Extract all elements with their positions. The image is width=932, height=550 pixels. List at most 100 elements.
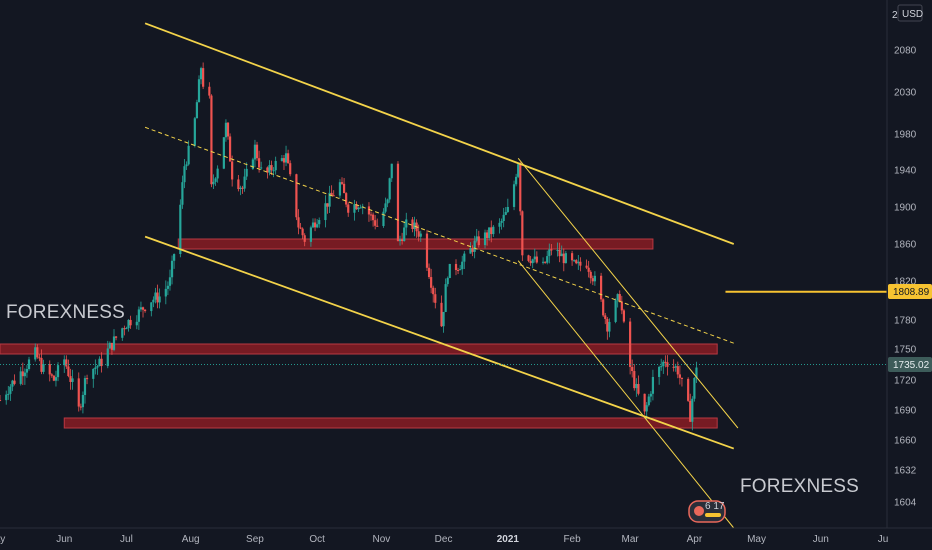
x-tick-label: Jun bbox=[56, 534, 72, 545]
candle-body bbox=[81, 394, 85, 408]
candle-body bbox=[108, 342, 111, 349]
candle-body bbox=[295, 174, 298, 218]
candle-body bbox=[123, 328, 126, 330]
candle-body bbox=[69, 376, 72, 382]
candle-body bbox=[185, 164, 188, 167]
watermark-left: FOREXNESS bbox=[6, 302, 125, 323]
candle-body bbox=[67, 366, 70, 377]
candle-body bbox=[388, 178, 391, 200]
level-tag-text: 1808.89 bbox=[893, 287, 930, 298]
candle-body bbox=[577, 261, 580, 264]
candle-body bbox=[139, 307, 143, 310]
y-tick-label: 1900 bbox=[894, 203, 917, 214]
candle-body bbox=[643, 393, 646, 412]
resistance-zone bbox=[63, 417, 718, 429]
candle-body bbox=[658, 366, 661, 377]
x-tick-label: 2021 bbox=[497, 534, 520, 545]
candle-body bbox=[324, 203, 327, 221]
candle-body bbox=[158, 296, 161, 303]
candle-body bbox=[141, 307, 145, 310]
x-tick-label: Ju bbox=[878, 534, 889, 545]
candle-body bbox=[411, 219, 414, 230]
candle-body bbox=[114, 336, 118, 338]
candle-body bbox=[309, 227, 313, 242]
candle-body bbox=[5, 394, 8, 401]
candle-body bbox=[456, 270, 460, 272]
candle-body bbox=[299, 227, 302, 229]
candle-body bbox=[633, 371, 636, 389]
y-tick-label: 1860 bbox=[894, 240, 917, 251]
candle-body bbox=[573, 260, 576, 262]
candle-body bbox=[143, 309, 147, 312]
candle-body bbox=[193, 118, 196, 146]
time-axis[interactable]: ay Jun Jul Aug Sep Oct Nov Dec 2021 Feb Mar Apr May J… bbox=[0, 527, 932, 550]
candle-body bbox=[369, 214, 373, 216]
candle-body bbox=[691, 398, 694, 422]
candle-body bbox=[303, 235, 306, 242]
resistance-zone bbox=[177, 238, 654, 250]
price-axis[interactable]: 2080 2030 1980 1940 1900 1860 1820 1780 1750 1720… bbox=[886, 0, 932, 528]
candle-body bbox=[558, 249, 561, 257]
candle-body bbox=[164, 288, 167, 297]
candle-body bbox=[65, 359, 68, 367]
candle-body bbox=[425, 233, 429, 268]
candle-body bbox=[71, 378, 74, 382]
candle-body bbox=[357, 207, 360, 210]
trend-lines[interactable] bbox=[144, 22, 887, 529]
candle-body bbox=[589, 271, 592, 279]
candle-body bbox=[260, 167, 263, 169]
event-badge-text: 6 17 bbox=[705, 501, 725, 512]
candle-body bbox=[585, 265, 588, 268]
candle-body bbox=[386, 199, 389, 204]
candle-body bbox=[79, 406, 82, 408]
candle-body bbox=[519, 164, 522, 212]
x-tick-label: Oct bbox=[309, 534, 325, 545]
candle-body bbox=[239, 187, 242, 190]
y-tick-label: 2030 bbox=[894, 88, 917, 99]
current-price-tag: 1735.02 bbox=[888, 356, 932, 372]
candle-body bbox=[517, 164, 520, 177]
candle-body bbox=[202, 68, 205, 87]
candle-body bbox=[183, 166, 186, 183]
candle-body bbox=[562, 253, 565, 264]
candle-body bbox=[270, 165, 273, 171]
currency-box[interactable] bbox=[897, 4, 923, 22]
candle-body bbox=[629, 321, 632, 367]
candle-body bbox=[620, 301, 623, 311]
candle-body bbox=[13, 380, 16, 384]
candle-body bbox=[77, 378, 80, 407]
candle-body bbox=[680, 377, 684, 379]
candle-body bbox=[257, 158, 261, 168]
candle-body bbox=[396, 163, 400, 242]
candle-body bbox=[282, 158, 286, 163]
candle-body bbox=[11, 380, 14, 387]
candle-body bbox=[689, 400, 692, 422]
candle-body bbox=[502, 214, 505, 222]
candle-body bbox=[50, 374, 53, 376]
candle-body bbox=[498, 222, 501, 227]
candle-body bbox=[96, 366, 99, 368]
currency-label: USD bbox=[902, 9, 923, 20]
candle-body bbox=[541, 261, 545, 263]
candle-body bbox=[444, 284, 447, 312]
candle-body bbox=[287, 153, 290, 164]
currency-partial-label: 2 bbox=[892, 10, 898, 21]
candle-body bbox=[430, 277, 433, 288]
event-badge-flag-icon bbox=[694, 506, 704, 516]
event-badge[interactable]: 6 17 bbox=[688, 500, 726, 523]
candle-body bbox=[135, 321, 138, 326]
candle-body bbox=[284, 153, 288, 163]
candle-body bbox=[461, 261, 464, 270]
candle-body bbox=[7, 393, 10, 395]
candle-body bbox=[419, 233, 422, 237]
candle-body bbox=[618, 294, 621, 302]
candle-body bbox=[266, 167, 269, 173]
candle-body bbox=[253, 144, 257, 160]
candle-body bbox=[199, 68, 203, 80]
candle-body bbox=[440, 302, 443, 327]
candle-body bbox=[23, 372, 26, 377]
candle-body bbox=[446, 277, 449, 285]
candle-body bbox=[687, 378, 690, 401]
candle-body bbox=[527, 255, 530, 261]
